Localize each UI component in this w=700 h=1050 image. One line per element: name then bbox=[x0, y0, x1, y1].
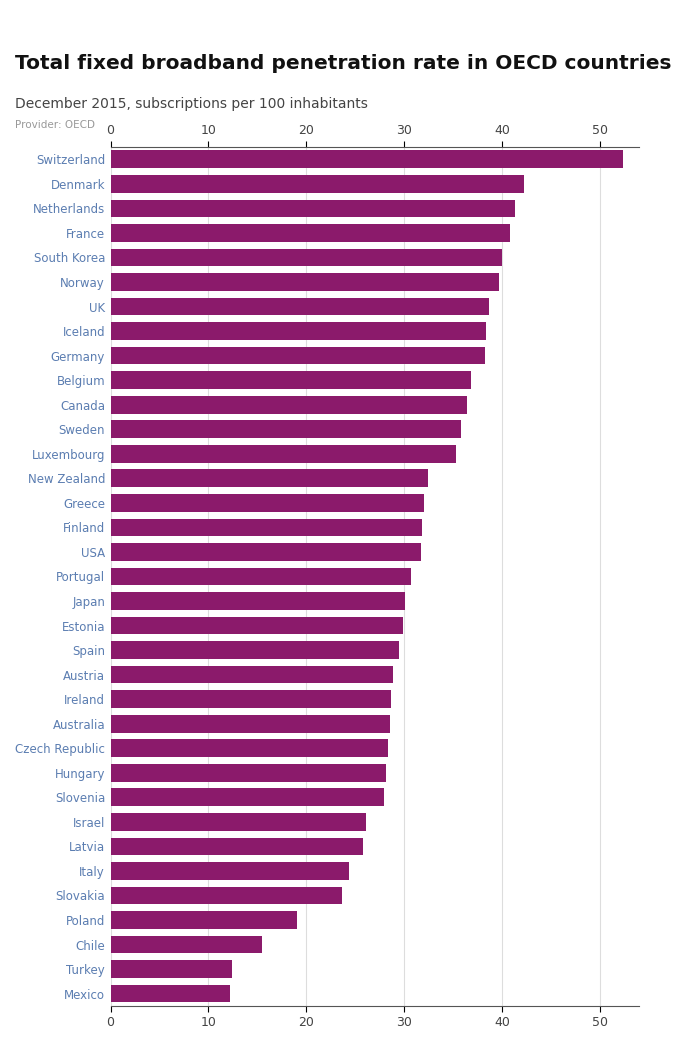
Bar bbox=[111, 346, 485, 364]
Bar bbox=[111, 273, 499, 291]
Bar bbox=[111, 200, 514, 217]
Bar bbox=[111, 396, 467, 414]
Bar bbox=[111, 739, 388, 757]
Bar bbox=[111, 985, 230, 1003]
Bar bbox=[111, 764, 386, 781]
Bar bbox=[111, 886, 342, 904]
Bar bbox=[111, 322, 486, 340]
Bar bbox=[111, 543, 421, 561]
Bar bbox=[111, 469, 428, 487]
Bar bbox=[111, 249, 502, 267]
Text: figure.nz: figure.nz bbox=[582, 15, 673, 33]
Bar bbox=[111, 175, 524, 192]
Bar bbox=[111, 568, 411, 585]
Bar bbox=[111, 519, 422, 537]
Bar bbox=[111, 936, 262, 953]
Bar bbox=[111, 961, 232, 978]
Bar bbox=[111, 666, 393, 684]
Bar bbox=[111, 715, 389, 733]
Bar bbox=[111, 642, 399, 659]
Bar bbox=[111, 616, 403, 634]
Bar bbox=[111, 372, 471, 388]
Bar bbox=[111, 911, 297, 929]
Bar bbox=[111, 445, 456, 463]
Bar bbox=[111, 298, 489, 315]
Bar bbox=[111, 494, 424, 511]
Bar bbox=[111, 789, 384, 806]
Bar bbox=[111, 224, 510, 242]
Text: Total fixed broadband penetration rate in OECD countries: Total fixed broadband penetration rate i… bbox=[15, 54, 672, 72]
Bar bbox=[111, 690, 391, 708]
Bar bbox=[111, 592, 405, 610]
Bar bbox=[111, 813, 366, 831]
Text: December 2015, subscriptions per 100 inhabitants: December 2015, subscriptions per 100 inh… bbox=[15, 97, 368, 110]
Bar bbox=[111, 838, 363, 855]
Bar bbox=[111, 420, 461, 438]
Bar bbox=[111, 150, 624, 168]
Text: Provider: OECD: Provider: OECD bbox=[15, 120, 95, 130]
Bar bbox=[111, 862, 349, 880]
